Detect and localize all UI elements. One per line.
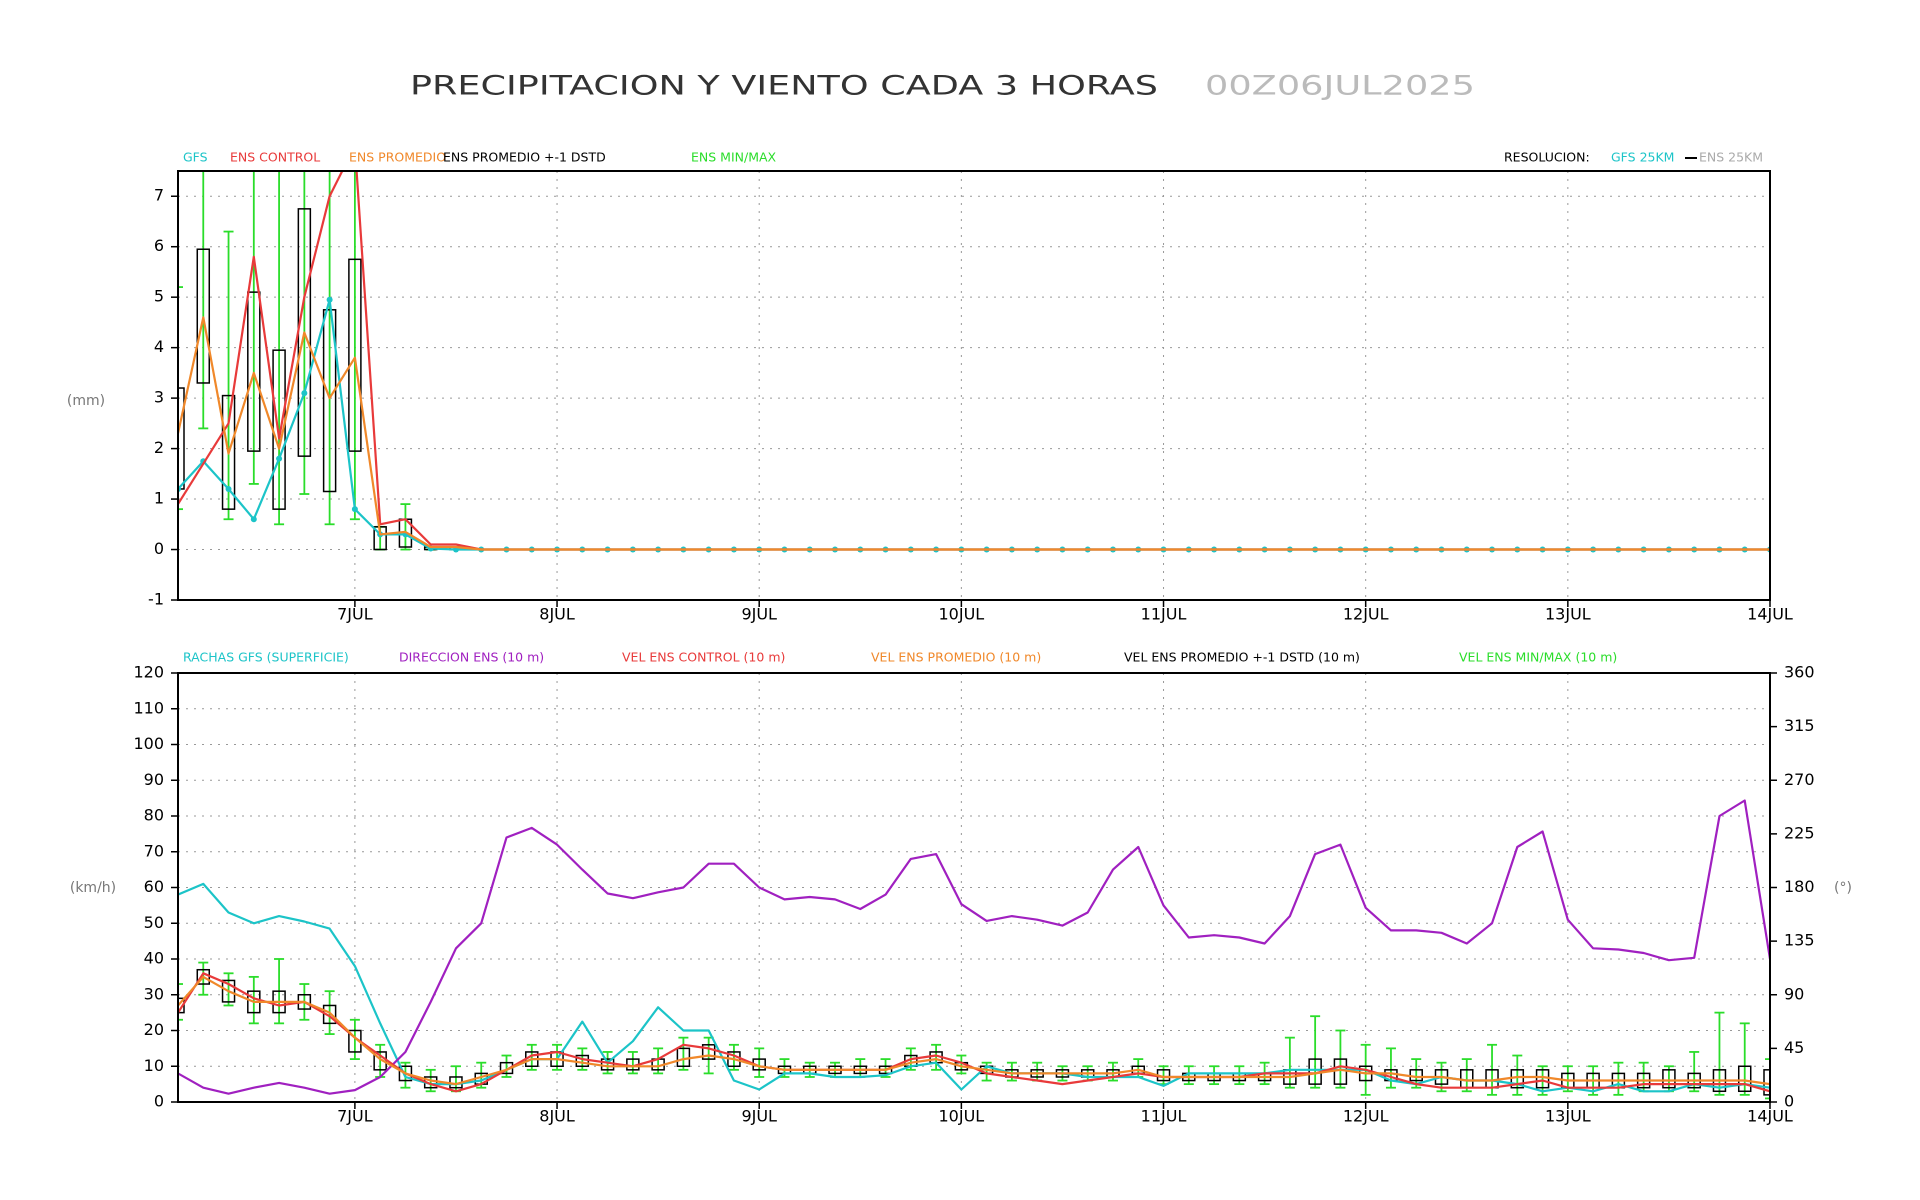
- y-tick-label: 6: [154, 236, 164, 255]
- resolution-ens: ENS 25KM: [1699, 150, 1763, 165]
- y-tick-label: 30: [144, 984, 164, 1003]
- series-marker: [326, 296, 333, 303]
- std-box: [221, 979, 236, 1003]
- y-tick-label: 90: [144, 770, 164, 789]
- std-box: [322, 1004, 337, 1025]
- plot-area: [178, 171, 1770, 553]
- x-tick-label: 14JUL: [1747, 1107, 1793, 1126]
- y2-tick-label: 225: [1784, 823, 1815, 842]
- y-tick-label: 1: [154, 489, 164, 508]
- std-box: [178, 997, 185, 1014]
- legend-entry: ENS MIN/MAX: [691, 150, 777, 165]
- x-tick-label: 11JUL: [1141, 1107, 1187, 1126]
- y-tick-label: 100: [133, 734, 164, 753]
- legend-entry: VEL ENS CONTROL (10 m): [622, 650, 785, 665]
- y2-tick-label: 45: [1784, 1038, 1804, 1057]
- series-marker: [301, 390, 308, 397]
- y-tick-label: 60: [144, 877, 164, 896]
- y-tick-label: 110: [133, 698, 164, 717]
- std-box: [701, 1044, 716, 1060]
- y2-tick-label: 135: [1784, 931, 1815, 950]
- x-tick-label: 11JUL: [1141, 605, 1187, 624]
- std-box: [322, 309, 337, 493]
- x-tick-label: 8JUL: [539, 1107, 575, 1126]
- std-box: [398, 1065, 413, 1082]
- legend-entry: VEL ENS MIN/MAX (10 m): [1459, 650, 1617, 665]
- x-tick-label: 12JUL: [1343, 605, 1389, 624]
- legend-entry: GFS: [183, 150, 208, 165]
- series-line: [178, 972, 1770, 1093]
- x-tick-label: 7JUL: [337, 605, 373, 624]
- std-box: [1662, 1069, 1676, 1089]
- std-box: [178, 387, 185, 490]
- x-tick-label: 10JUL: [939, 1107, 985, 1126]
- y2-tick-label: 180: [1784, 877, 1815, 896]
- series-marker: [276, 455, 283, 462]
- y2-tick-label: 270: [1784, 770, 1815, 789]
- y-tick-label: 2: [154, 438, 164, 457]
- run-date: 00Z06JUL2025: [1205, 71, 1475, 102]
- x-tick-label: 8JUL: [539, 605, 575, 624]
- x-tick-label: 13JUL: [1545, 1107, 1591, 1126]
- series-marker: [351, 506, 358, 513]
- y2-tick-label: 315: [1784, 716, 1815, 735]
- y2-tick-label: 90: [1784, 984, 1804, 1003]
- y-tick-label: 70: [144, 841, 164, 860]
- legend-entry: ENS PROMEDIO: [349, 150, 446, 165]
- y-tick-label: -1: [148, 590, 164, 609]
- x-tick-label: 9JUL: [741, 605, 777, 624]
- resolution-label: RESOLUCION:: [1504, 150, 1590, 165]
- plot-frame: [177, 672, 1771, 1103]
- std-box: [221, 394, 236, 510]
- resolution-gfs: GFS 25KM: [1611, 150, 1674, 165]
- y-tick-label: 40: [144, 949, 164, 968]
- x-tick-label: 13JUL: [1545, 605, 1591, 624]
- series-marker: [225, 485, 232, 492]
- plot-frame: [177, 170, 1771, 601]
- series-line: [178, 799, 1770, 1095]
- y-tick-label: 7: [154, 186, 164, 205]
- legend-entry: VEL ENS PROMEDIO (10 m): [871, 650, 1041, 665]
- series-line: [178, 298, 1770, 551]
- y-tick-label: 0: [154, 539, 164, 558]
- x-tick-label: 7JUL: [337, 1107, 373, 1126]
- x-tick-label: 9JUL: [741, 1107, 777, 1126]
- legend-entry: ENS PROMEDIO +-1 DSTD: [443, 150, 606, 165]
- x-tick-label: 10JUL: [939, 605, 985, 624]
- y-axis-label: (mm): [67, 393, 105, 409]
- y-tick-label: 4: [154, 337, 164, 356]
- title: PRECIPITACION Y VIENTO CADA 3 HORAS: [410, 71, 1158, 102]
- std-box: [196, 248, 211, 384]
- y-tick-label: 0: [154, 1092, 164, 1111]
- y-tick-label: 20: [144, 1020, 164, 1039]
- std-box: [1737, 1065, 1752, 1093]
- y-tick-label: 5: [154, 287, 164, 306]
- legend-entry: DIRECCION ENS (10 m): [399, 650, 544, 665]
- legend-entry: RACHAS GFS (SUPERFICIE): [183, 650, 349, 665]
- y-tick-label: 80: [144, 806, 164, 825]
- legend-entry: ENS CONTROL: [230, 150, 320, 165]
- std-box: [247, 291, 261, 452]
- series-line: [178, 316, 1770, 551]
- y2-axis-label: (°): [1834, 880, 1852, 896]
- std-box: [348, 258, 362, 452]
- series-line: [178, 882, 1770, 1093]
- legend-entry: VEL ENS PROMEDIO +-1 DSTD (10 m): [1124, 650, 1360, 665]
- y-tick-label: 10: [144, 1056, 164, 1075]
- y-tick-label: 50: [144, 913, 164, 932]
- series-marker: [250, 516, 257, 523]
- y-tick-label: 120: [133, 663, 164, 682]
- y-tick-label: 3: [154, 388, 164, 407]
- y2-tick-label: 360: [1784, 663, 1815, 682]
- series-line: [178, 975, 1770, 1086]
- y-axis-label: (km/h): [70, 880, 116, 896]
- plot-area: [178, 799, 1770, 1100]
- x-tick-label: 12JUL: [1343, 1107, 1389, 1126]
- x-tick-label: 14JUL: [1747, 605, 1793, 624]
- y2-tick-label: 0: [1784, 1092, 1794, 1111]
